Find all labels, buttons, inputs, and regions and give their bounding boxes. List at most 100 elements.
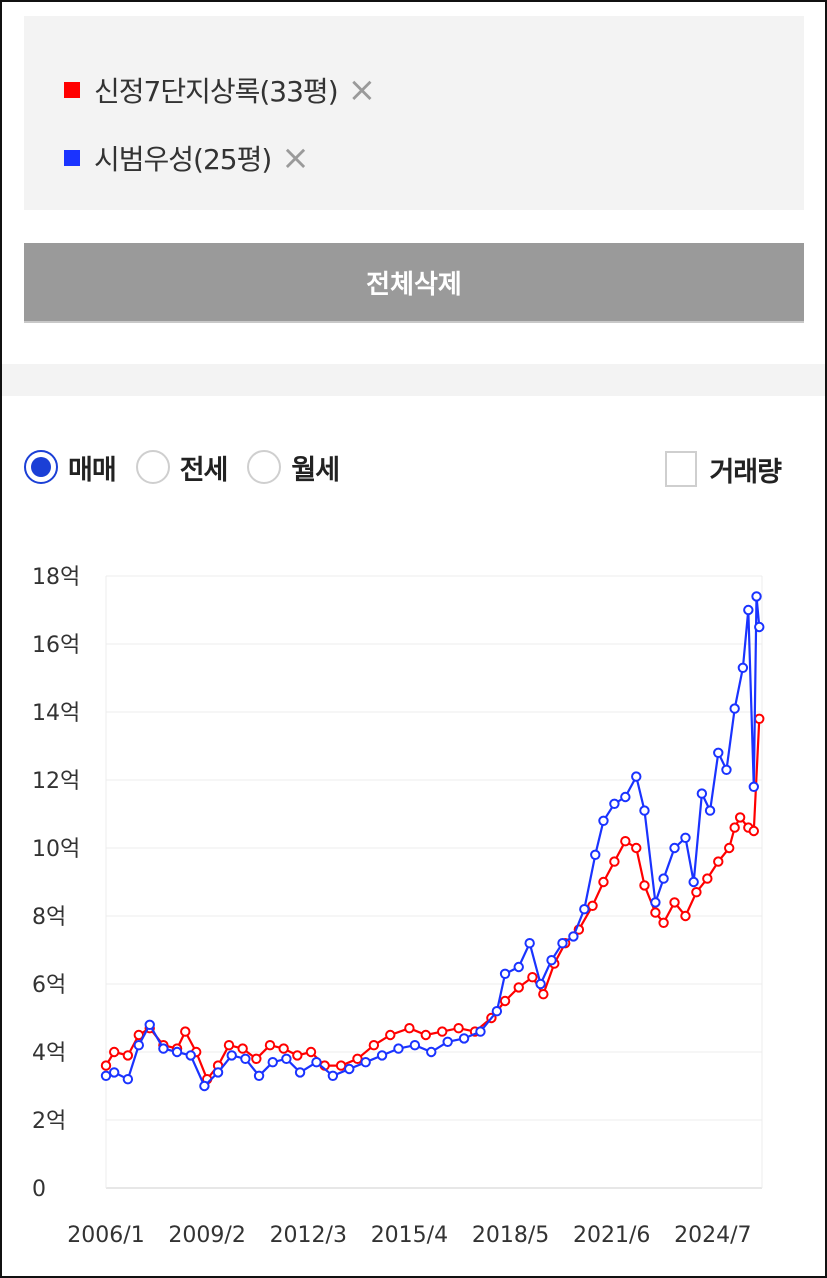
data-point [743, 604, 754, 616]
radio-label: 월세 [291, 454, 340, 486]
data-point [409, 1040, 421, 1051]
data-point [158, 1043, 169, 1054]
data-point [609, 798, 620, 809]
x-tick-label: 2024/7 [674, 1223, 751, 1248]
data-point [754, 621, 765, 633]
data-point [754, 713, 765, 725]
data-point [713, 856, 724, 867]
x-tick-label: 2006/1 [67, 1223, 144, 1248]
legend-label: 시범우성(25평) [94, 143, 272, 176]
remove-icon[interactable]: × [347, 70, 376, 110]
data-point [721, 764, 732, 776]
radio-unselected-icon [135, 450, 170, 484]
data-point [499, 995, 511, 1007]
data-point [546, 955, 557, 966]
data-point [368, 1040, 380, 1051]
legend-swatch-red [64, 82, 80, 98]
data-point [598, 876, 609, 888]
series-line-2 [105, 595, 761, 1088]
data-point [713, 747, 724, 759]
data-point [253, 1070, 265, 1081]
x-tick-label: 2015/4 [371, 1223, 448, 1248]
data-point [538, 989, 549, 1000]
data-point [426, 1046, 437, 1058]
data-point [199, 1080, 210, 1092]
price-line-chart: 0 2억 4억 6억 8억 10억 12억 14억 16억 18억 2006/1 2009/2 2012… [32, 565, 765, 1248]
data-point [267, 1057, 278, 1068]
data-point [133, 1040, 145, 1051]
radio-jeonse[interactable]: 전세 [135, 448, 228, 487]
volume-checkbox[interactable]: 거래량 [665, 448, 782, 490]
legend-label: 신정7단지상록(33평) [94, 75, 339, 108]
data-point [639, 880, 650, 891]
data-point [109, 1067, 120, 1078]
selected-apartments-panel: 신정7단지상록(33평) × 시범우성(25평) × [24, 16, 804, 210]
data-point [212, 1067, 224, 1078]
data-point [704, 805, 716, 816]
data-point [691, 887, 702, 898]
legend-item-2: 시범우성(25평) × [64, 138, 310, 178]
x-tick-label: 2021/6 [573, 1223, 650, 1248]
data-point [311, 1057, 322, 1068]
y-tick-label: 4억 [32, 1041, 66, 1066]
data-point [226, 1050, 237, 1061]
data-point [748, 781, 759, 793]
data-point [122, 1050, 134, 1061]
data-point [724, 842, 735, 854]
data-point [100, 1070, 112, 1081]
data-point [590, 849, 601, 860]
data-point [639, 805, 650, 816]
radio-selected-icon [24, 450, 58, 484]
trade-type-radio-group: 매매 전세 월세 [24, 442, 359, 492]
data-point [404, 1023, 415, 1034]
data-point [587, 900, 598, 911]
y-tick-label: 18억 [32, 565, 80, 590]
data-point [385, 1029, 396, 1041]
data-point [631, 771, 642, 782]
x-tick-label: 2018/5 [472, 1223, 549, 1248]
delete-all-button[interactable]: 전체삭제 [24, 243, 804, 321]
data-point [751, 591, 762, 602]
data-point [680, 832, 691, 843]
data-point [240, 1053, 251, 1064]
data-point [171, 1046, 183, 1058]
data-point [100, 1060, 112, 1071]
data-point [180, 1026, 191, 1037]
data-point [109, 1046, 120, 1058]
y-tick-label: 10억 [32, 837, 80, 862]
data-point [729, 822, 740, 833]
data-point [729, 703, 740, 714]
legend-item-1: 신정7단지상록(33평) × [64, 70, 376, 110]
data-point [737, 662, 749, 674]
radio-monthly-rent[interactable]: 월세 [247, 448, 340, 487]
data-point [292, 1050, 303, 1061]
data-point [281, 1053, 292, 1064]
data-point [237, 1043, 248, 1054]
y-tick-label: 6억 [32, 973, 66, 998]
data-point [122, 1074, 134, 1085]
data-point [702, 873, 713, 884]
data-point [442, 1036, 453, 1047]
data-point [524, 938, 535, 949]
radio-sale[interactable]: 매매 [24, 448, 117, 487]
data-point [748, 825, 759, 837]
x-tick-label: 2009/2 [168, 1223, 245, 1248]
y-tick-label: 12억 [32, 769, 80, 794]
y-tick-label: 16억 [32, 633, 80, 658]
y-tick-label: 14억 [32, 701, 80, 726]
data-point [696, 788, 708, 799]
data-point [251, 1053, 262, 1064]
legend-swatch-blue [64, 150, 80, 166]
data-point [513, 961, 524, 973]
data-point [360, 1057, 371, 1068]
remove-icon[interactable]: × [281, 138, 309, 178]
data-point [658, 917, 669, 928]
data-point [579, 904, 590, 915]
data-point [393, 1043, 404, 1054]
data-point [344, 1063, 355, 1075]
data-point [327, 1070, 339, 1081]
x-tick-label: 2012/3 [270, 1223, 347, 1248]
data-point [631, 842, 642, 854]
data-point [734, 812, 746, 823]
